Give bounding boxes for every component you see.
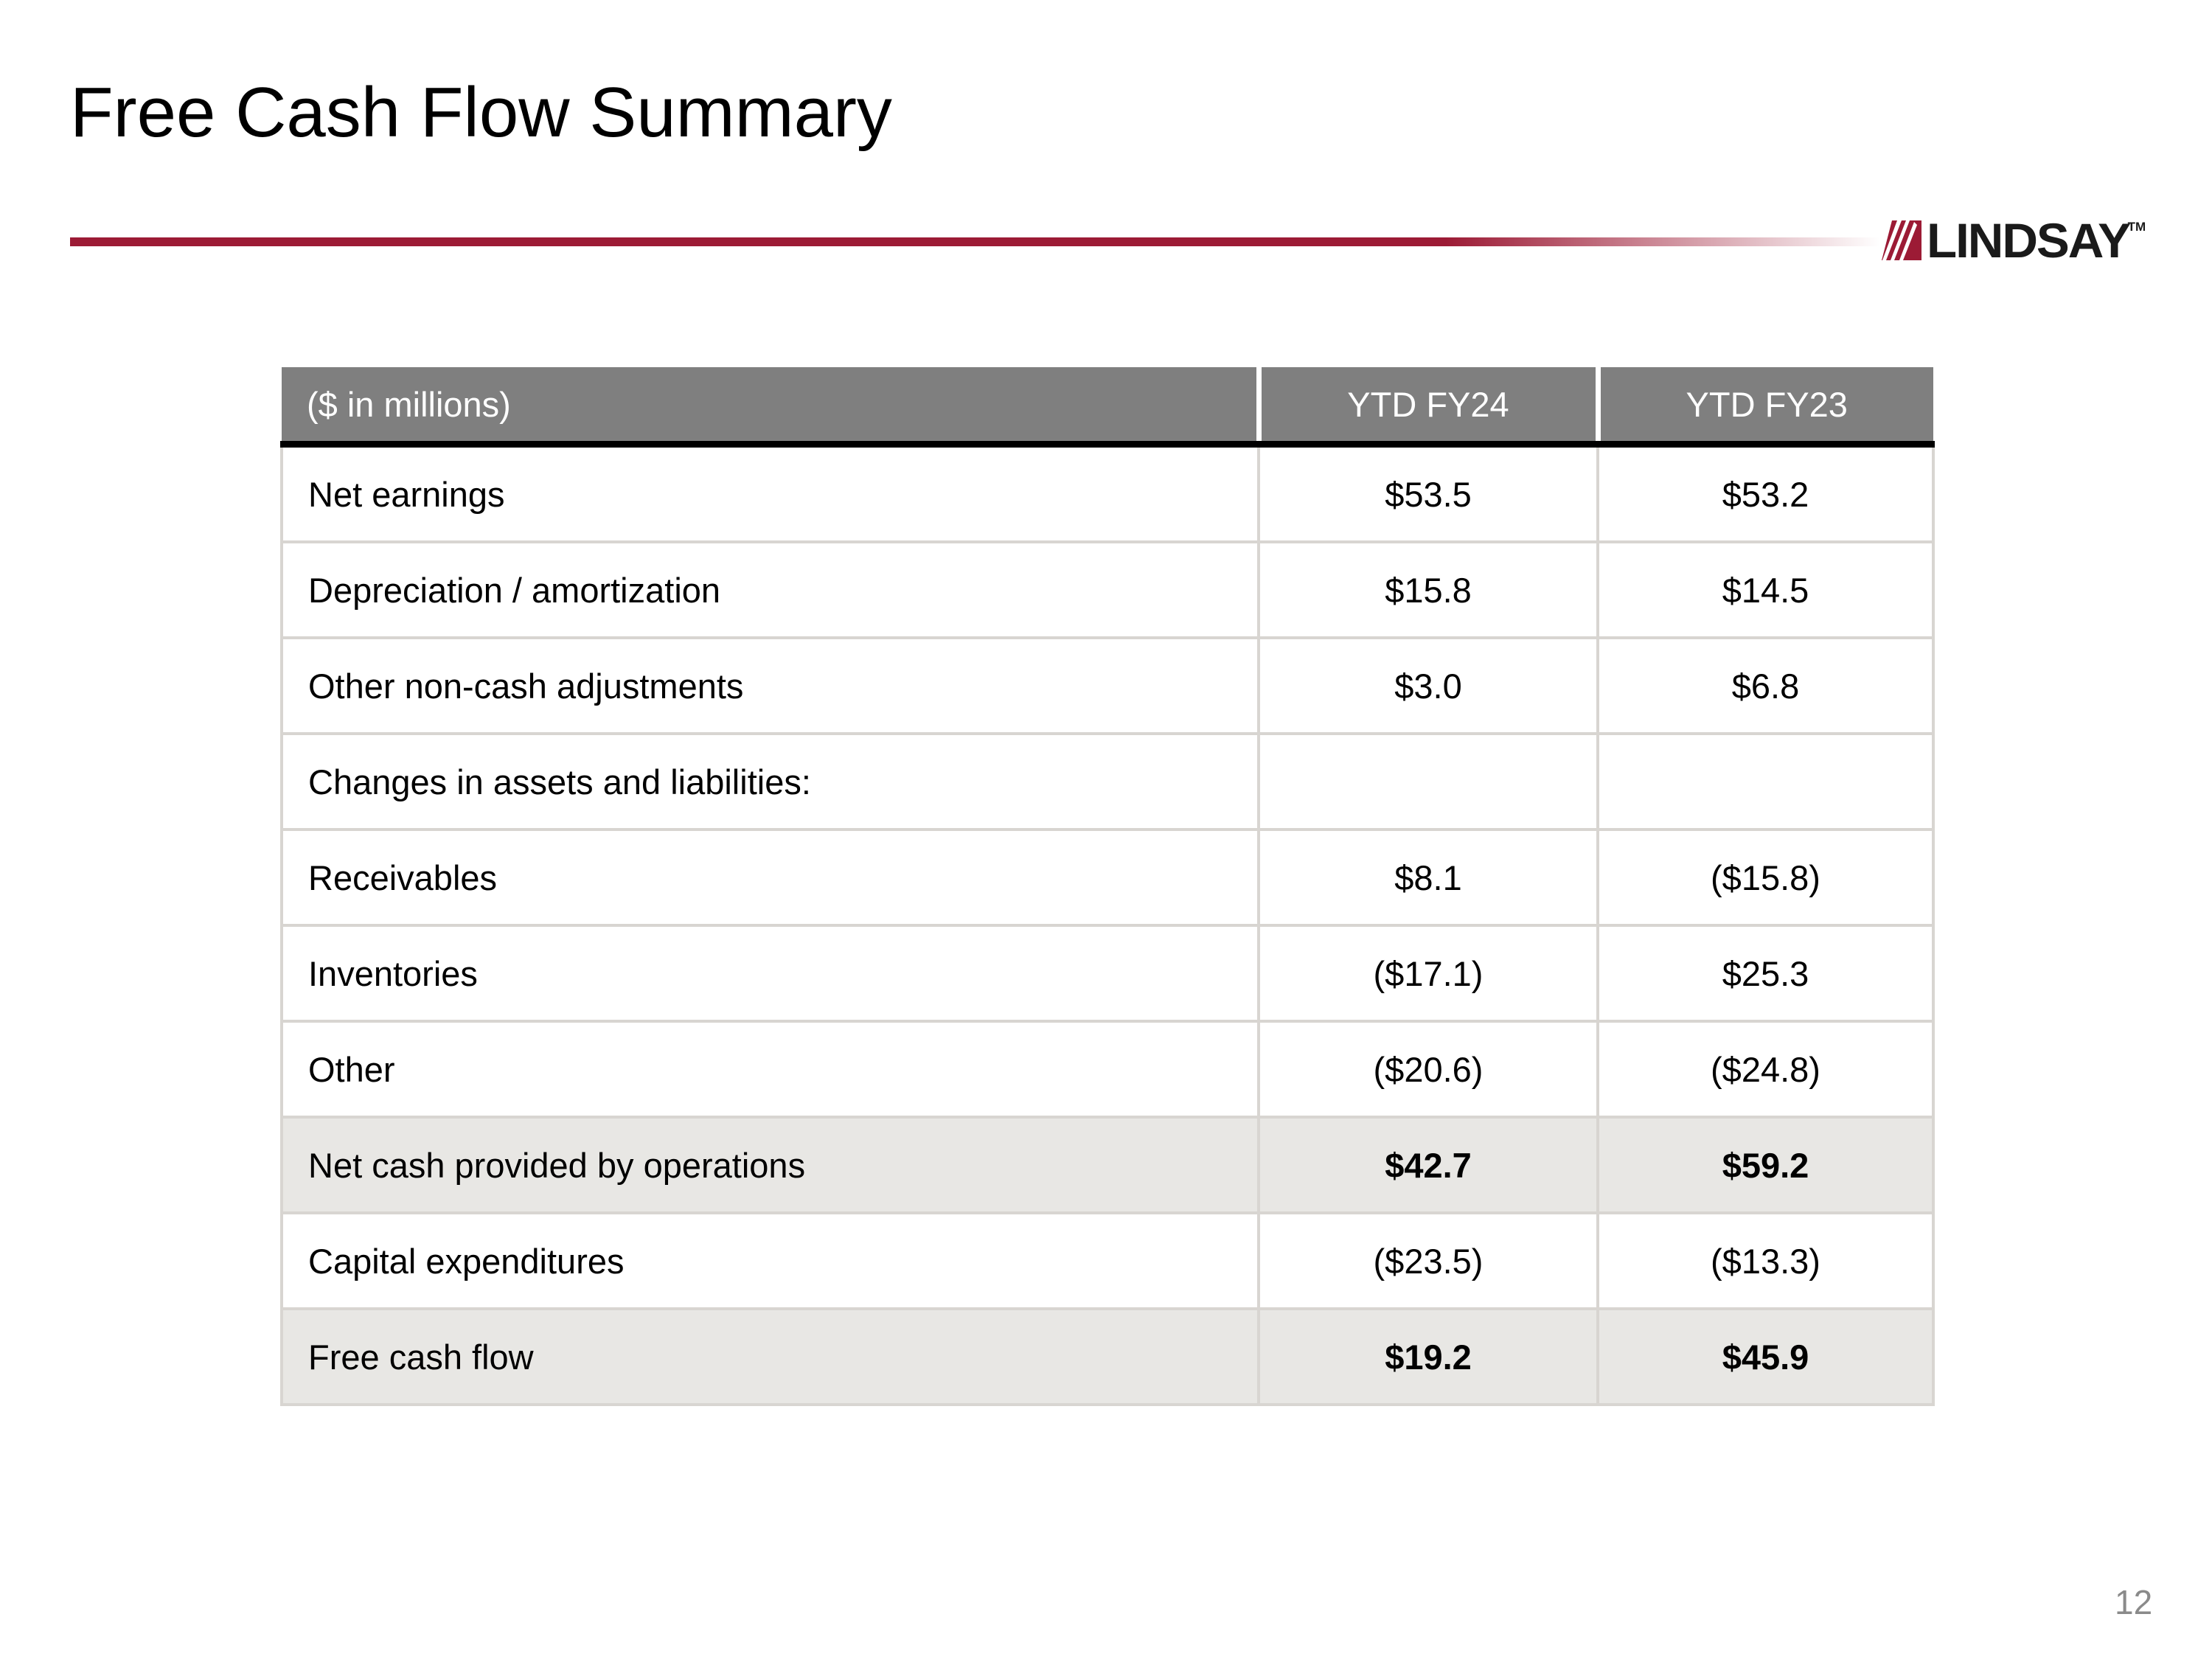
fy23-value: $45.9 <box>1596 1309 1935 1406</box>
title-accent-rule <box>70 237 1880 246</box>
fy24-value: $19.2 <box>1257 1309 1598 1406</box>
fy23-value: ($24.8) <box>1596 1021 1935 1119</box>
table-row: Receivables $8.1 ($15.8) <box>280 830 1935 927</box>
col-header-ytd-fy23: YTD FY23 <box>1595 367 1933 448</box>
lindsay-logo-text: LINDSAY <box>1927 213 2131 268</box>
table-row: Free cash flow $19.2 $45.9 <box>280 1309 1935 1406</box>
row-label: Inventories <box>280 925 1259 1023</box>
cash-flow-table: ($ in millions) YTD FY24 YTD FY23 Net ea… <box>280 367 1935 1406</box>
fy23-value: ($13.3) <box>1596 1213 1935 1310</box>
col-header-ytd-fy24: YTD FY24 <box>1256 367 1598 448</box>
fy24-value: $8.1 <box>1257 830 1598 927</box>
fy24-value <box>1257 734 1598 831</box>
fy24-value: $15.8 <box>1257 542 1598 639</box>
lindsay-logo: LINDSAY TM <box>1882 213 2146 268</box>
row-label: Depreciation / amortization <box>280 542 1259 639</box>
fy23-value <box>1596 734 1935 831</box>
page-title: Free Cash Flow Summary <box>70 73 892 152</box>
table-row: Other ($20.6) ($24.8) <box>280 1021 1935 1119</box>
fy23-value: $25.3 <box>1596 925 1935 1023</box>
page-number: 12 <box>2115 1583 2153 1621</box>
trademark-symbol: TM <box>2127 220 2146 234</box>
row-label: Other non-cash adjustments <box>280 638 1259 735</box>
table-row: Depreciation / amortization $15.8 $14.5 <box>280 542 1935 639</box>
fy24-value: ($23.5) <box>1257 1213 1598 1310</box>
fy24-value: $42.7 <box>1257 1117 1598 1214</box>
row-label: Net cash provided by operations <box>280 1117 1259 1214</box>
fy24-value: ($20.6) <box>1257 1021 1598 1119</box>
row-label: Other <box>280 1021 1259 1119</box>
table-row: Capital expenditures ($23.5) ($13.3) <box>280 1213 1935 1310</box>
table-row: Net cash provided by operations $42.7 $59.… <box>280 1117 1935 1214</box>
row-label: Net earnings <box>280 444 1259 543</box>
table-row: Net earnings $53.5 $53.2 <box>280 444 1935 543</box>
row-label: Receivables <box>280 830 1259 927</box>
fy23-value: $6.8 <box>1596 638 1935 735</box>
fy23-value: ($15.8) <box>1596 830 1935 927</box>
fy23-value: $53.2 <box>1596 444 1935 543</box>
table-header-row: ($ in millions) YTD FY24 YTD FY23 <box>282 367 1933 448</box>
table-row: Other non-cash adjustments $3.0 $6.8 <box>280 638 1935 735</box>
row-label: Changes in assets and liabilities: <box>280 734 1259 831</box>
table-row: Changes in assets and liabilities: <box>280 734 1935 831</box>
table-row: Inventories ($17.1) $25.3 <box>280 925 1935 1023</box>
col-header-units: ($ in millions) <box>282 367 1259 448</box>
fy24-value: $53.5 <box>1257 444 1598 543</box>
fy23-value: $59.2 <box>1596 1117 1935 1214</box>
row-label: Capital expenditures <box>280 1213 1259 1310</box>
fy24-value: $3.0 <box>1257 638 1598 735</box>
fy24-value: ($17.1) <box>1257 925 1598 1023</box>
row-label: Free cash flow <box>280 1309 1259 1406</box>
lindsay-logo-mark-icon <box>1882 220 1921 260</box>
fy23-value: $14.5 <box>1596 542 1935 639</box>
